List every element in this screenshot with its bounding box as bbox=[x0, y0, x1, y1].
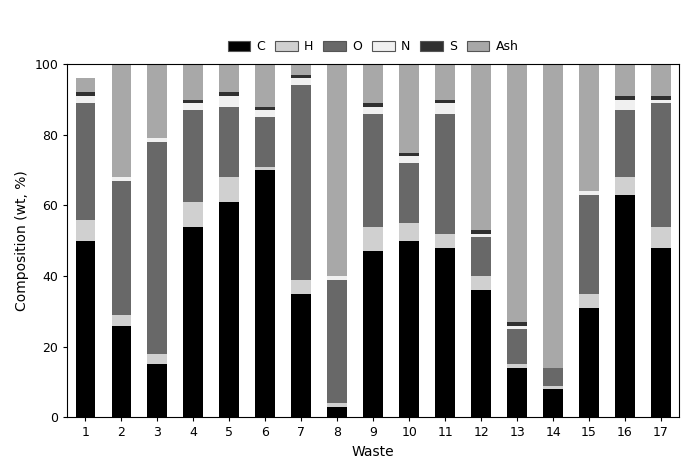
Bar bbox=[291, 78, 311, 85]
Bar bbox=[543, 368, 563, 386]
Bar bbox=[651, 248, 671, 418]
Bar bbox=[183, 103, 203, 110]
Bar bbox=[328, 280, 347, 403]
Bar bbox=[364, 227, 383, 251]
Bar bbox=[615, 100, 635, 110]
Bar bbox=[328, 407, 347, 418]
Bar bbox=[76, 103, 95, 219]
Bar bbox=[364, 103, 383, 107]
Bar bbox=[435, 234, 455, 248]
Bar bbox=[579, 64, 599, 191]
Bar bbox=[183, 227, 203, 418]
Bar bbox=[435, 100, 455, 103]
Y-axis label: Composition (wt, %): Composition (wt, %) bbox=[15, 171, 29, 311]
Bar bbox=[435, 114, 455, 234]
Bar bbox=[435, 103, 455, 114]
Bar bbox=[255, 117, 276, 167]
Bar bbox=[615, 64, 635, 96]
Bar bbox=[471, 290, 491, 418]
Bar bbox=[543, 64, 563, 368]
Bar bbox=[399, 153, 419, 156]
Bar bbox=[291, 280, 311, 294]
Bar bbox=[399, 156, 419, 163]
Bar bbox=[399, 163, 419, 223]
Bar bbox=[219, 202, 239, 418]
Bar bbox=[291, 294, 311, 418]
Bar bbox=[112, 177, 131, 181]
Bar bbox=[148, 354, 167, 365]
Bar bbox=[148, 64, 167, 138]
Bar bbox=[76, 241, 95, 418]
Bar bbox=[615, 110, 635, 177]
Bar bbox=[579, 191, 599, 195]
Bar bbox=[183, 202, 203, 227]
Bar bbox=[579, 308, 599, 418]
Bar bbox=[291, 85, 311, 280]
Bar bbox=[471, 276, 491, 290]
Bar bbox=[435, 64, 455, 100]
Bar bbox=[364, 64, 383, 103]
Bar bbox=[507, 322, 527, 326]
Bar bbox=[507, 64, 527, 322]
Bar bbox=[76, 219, 95, 241]
Bar bbox=[507, 365, 527, 368]
Bar bbox=[651, 96, 671, 100]
Bar bbox=[183, 100, 203, 103]
Bar bbox=[76, 92, 95, 96]
Bar bbox=[507, 329, 527, 365]
Bar bbox=[651, 64, 671, 96]
Bar bbox=[507, 326, 527, 329]
Bar bbox=[219, 96, 239, 107]
Bar bbox=[183, 110, 203, 202]
Bar bbox=[615, 177, 635, 195]
Bar bbox=[219, 177, 239, 202]
Bar bbox=[148, 365, 167, 418]
Bar bbox=[507, 368, 527, 418]
Bar bbox=[76, 78, 95, 92]
Bar bbox=[291, 75, 311, 78]
Bar bbox=[364, 107, 383, 114]
Bar bbox=[543, 389, 563, 418]
Legend: C, H, O, N, S, Ash: C, H, O, N, S, Ash bbox=[223, 35, 523, 58]
Bar bbox=[328, 276, 347, 280]
Bar bbox=[471, 234, 491, 237]
Bar bbox=[435, 248, 455, 418]
Bar bbox=[255, 64, 276, 107]
Bar bbox=[112, 64, 131, 177]
Bar bbox=[183, 64, 203, 100]
Bar bbox=[579, 195, 599, 294]
Bar bbox=[543, 386, 563, 389]
Bar bbox=[255, 110, 276, 117]
Bar bbox=[148, 142, 167, 354]
Bar bbox=[148, 138, 167, 142]
Bar bbox=[255, 170, 276, 418]
Bar bbox=[219, 92, 239, 96]
Bar bbox=[471, 64, 491, 230]
Bar bbox=[112, 181, 131, 315]
Bar bbox=[399, 223, 419, 241]
Bar bbox=[615, 195, 635, 418]
Bar bbox=[651, 227, 671, 248]
Bar bbox=[471, 230, 491, 234]
Bar bbox=[112, 326, 131, 418]
Bar bbox=[364, 251, 383, 418]
Bar bbox=[328, 64, 347, 276]
Bar bbox=[328, 403, 347, 407]
Bar bbox=[651, 103, 671, 227]
Bar bbox=[364, 114, 383, 227]
Bar bbox=[219, 107, 239, 177]
Bar bbox=[579, 294, 599, 308]
X-axis label: Waste: Waste bbox=[352, 445, 395, 459]
Bar bbox=[76, 96, 95, 103]
Bar bbox=[255, 107, 276, 110]
Bar bbox=[651, 100, 671, 103]
Bar bbox=[471, 237, 491, 276]
Bar bbox=[399, 64, 419, 153]
Bar bbox=[399, 241, 419, 418]
Bar bbox=[291, 64, 311, 75]
Bar bbox=[219, 64, 239, 92]
Bar bbox=[255, 167, 276, 170]
Bar bbox=[615, 96, 635, 100]
Bar bbox=[112, 315, 131, 326]
